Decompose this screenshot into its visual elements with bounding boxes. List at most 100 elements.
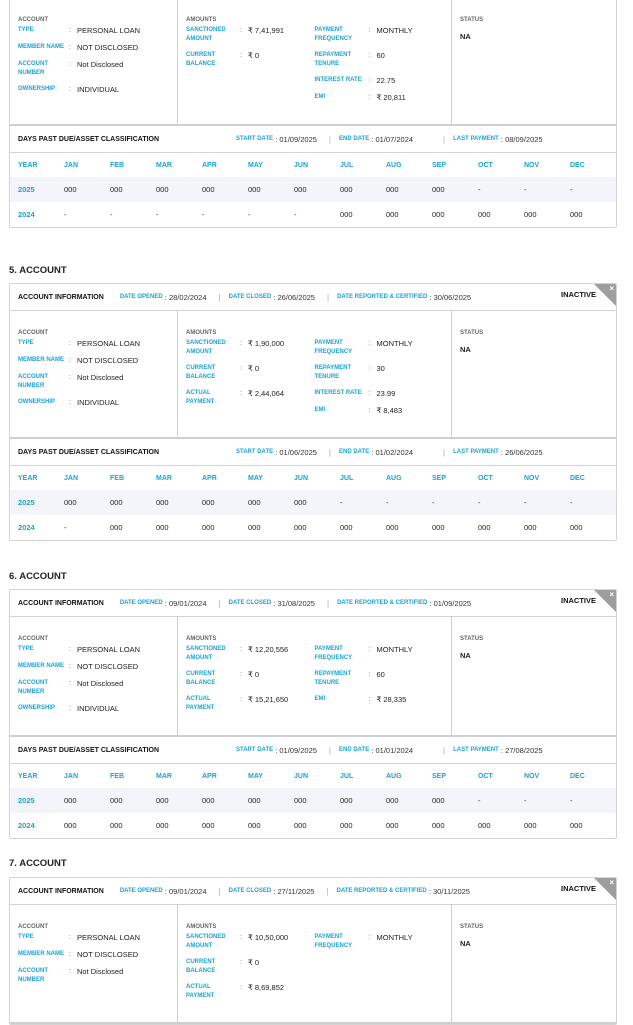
- field-row: PAYMENT FREQUENCY: MONTHLY: [315, 339, 444, 357]
- dpd-cell: 000: [386, 796, 399, 805]
- month-header: YEAR: [18, 474, 38, 482]
- date-closed-value: 31/08/2025: [277, 598, 315, 608]
- dpd-cell: -: [64, 210, 67, 219]
- month-header: MAY: [248, 772, 263, 780]
- dpd-cell: 000: [524, 210, 537, 219]
- dpd-cell: 000: [248, 821, 261, 830]
- field-label: ACTUAL PAYMENT: [186, 696, 215, 711]
- dpd-cell: -: [156, 210, 159, 219]
- field-value: INDIVIDUAL: [77, 85, 120, 94]
- status-badge: INACTIVE: [560, 596, 596, 605]
- corner-ribbon: [594, 284, 616, 306]
- colon: :: [69, 61, 71, 68]
- field-value: PERSONAL LOAN: [77, 339, 141, 348]
- dpd-cell: 000: [432, 796, 445, 805]
- dpd-cell: 000: [340, 821, 353, 830]
- account-card: ACCOUNT INFORMATION DATE OPENED : 09/01/…: [9, 877, 617, 1025]
- colon: :: [368, 27, 371, 34]
- field-row: MEMBER NAME: NOT DISCLOSED: [18, 356, 169, 366]
- amounts-heading: AMOUNTS: [186, 924, 217, 930]
- field-value: MONTHLY: [376, 645, 413, 654]
- field-label: MEMBER NAME: [18, 44, 64, 50]
- field-row: PAYMENT FREQUENCY: MONTHLY: [315, 26, 444, 44]
- dpd-row: 2024 - 000 000 000 000 000 000 000 000 000 000 000: [10, 515, 616, 540]
- month-header: MAY: [248, 474, 263, 482]
- field-value: 30: [376, 364, 385, 373]
- field-row: EMI: ₹ 8,483: [315, 406, 444, 416]
- dpd-cell: 000: [570, 210, 583, 219]
- field-value: ₹ 1,90,000: [248, 339, 285, 348]
- close-icon[interactable]: ×: [609, 878, 614, 887]
- month-header: APR: [202, 772, 217, 780]
- dpd-cell: 000: [64, 796, 77, 805]
- dpd-cell: 000: [202, 498, 215, 507]
- colon: :: [368, 671, 371, 678]
- corner-ribbon: [594, 878, 616, 900]
- dpd-cell: 000: [110, 821, 123, 830]
- field-label: ACCOUNT NUMBER: [18, 374, 48, 389]
- dpd-month-header: YEAR JAN FEB MAR APR MAY JUN JUL AUG SEP OCT NOV DEC: [10, 153, 616, 177]
- dpd-cell: 000: [340, 523, 353, 532]
- dpd-row: 2025 000 000 000 000 000 000 000 000 000 - - -: [10, 177, 616, 202]
- amounts-column: AMOUNTS SANCTIONED AMOUNT: ₹ 12,20,556 CUR…: [178, 617, 452, 735]
- amounts-heading: AMOUNTS: [186, 636, 217, 642]
- dpd-year: 2024: [18, 821, 35, 830]
- date-closed-label: DATE CLOSED: [228, 888, 272, 894]
- dpd-cell: -: [524, 498, 527, 507]
- month-header: JAN: [64, 474, 79, 482]
- close-icon[interactable]: ×: [609, 590, 614, 599]
- account-heading: ACCOUNT: [18, 924, 48, 930]
- end-date-label: END DATE: [339, 449, 370, 455]
- field-label: TYPE: [18, 934, 34, 940]
- dpd-cell: -: [478, 796, 481, 805]
- field-value: ₹ 0: [248, 670, 260, 679]
- month-header: MAR: [156, 161, 172, 169]
- dpd-year: 2025: [18, 498, 35, 507]
- month-header: AUG: [386, 474, 402, 482]
- field-label: SANCTIONED AMOUNT: [186, 934, 226, 949]
- field-row: CURRENT BALANCE: ₹ 0: [186, 51, 315, 69]
- close-icon[interactable]: ×: [609, 284, 614, 293]
- last-payment-label: LAST PAYMENT: [453, 136, 499, 142]
- month-header: DEC: [570, 772, 585, 780]
- month-header: OCT: [478, 474, 493, 482]
- dpd-cell: -: [110, 210, 113, 219]
- account-heading: ACCOUNT: [18, 17, 48, 23]
- date-reported-value: 01/09/2025: [433, 598, 472, 608]
- field-label: SANCTIONED AMOUNT: [186, 340, 226, 355]
- dpd-title: DAYS PAST DUE/ASSET CLASSIFICATION: [18, 135, 160, 143]
- dpd-cell: 000: [156, 821, 169, 830]
- dpd-month-header: YEAR JAN FEB MAR APR MAY JUN JUL AUG SEP OCT NOV DEC: [10, 764, 616, 788]
- amounts-column: AMOUNTS SANCTIONED AMOUNT: ₹ 10,50,000 CUR…: [178, 905, 452, 1022]
- field-row: CURRENT BALANCE: ₹ 0: [186, 670, 315, 688]
- dpd-cell: 000: [524, 523, 537, 532]
- last-payment-label: LAST PAYMENT: [453, 449, 499, 455]
- field-label: TYPE: [18, 27, 34, 33]
- status-column: STATUS NA: [452, 905, 616, 1022]
- field-label: EMI: [314, 407, 326, 413]
- field-label: MEMBER NAME: [18, 663, 64, 669]
- dpd-cell: 000: [478, 210, 491, 219]
- colon: :: [240, 390, 242, 397]
- status-badge: INACTIVE: [560, 290, 596, 299]
- field-row: SANCTIONED AMOUNT: ₹ 1,90,000: [186, 339, 315, 357]
- colon: :: [69, 374, 71, 381]
- field-row: SANCTIONED AMOUNT: ₹ 12,20,556: [186, 645, 315, 663]
- field-value: Not Disclosed: [77, 679, 124, 688]
- month-header: NOV: [524, 772, 540, 780]
- dpd-cell: 000: [432, 821, 445, 830]
- dpd-cell: -: [478, 185, 481, 194]
- field-value: ₹ 28,335: [376, 695, 407, 704]
- month-header: SEP: [432, 161, 447, 169]
- dpd-cell: 000: [156, 796, 169, 805]
- field-label: PAYMENT FREQUENCY: [314, 340, 353, 355]
- start-date-label: START DATE: [236, 747, 274, 753]
- account-details: ACCOUNT TYPE: PERSONAL LOAN MEMBER NAME: NOT…: [10, 0, 616, 126]
- field-label: MEMBER NAME: [18, 951, 64, 957]
- field-row: TYPE: PERSONAL LOAN: [18, 645, 169, 655]
- field-label: PAYMENT FREQUENCY: [314, 27, 353, 42]
- colon: :: [69, 646, 71, 653]
- last-payment-label: LAST PAYMENT: [453, 747, 499, 753]
- colon: :: [240, 934, 242, 941]
- start-date-label: START DATE: [236, 136, 274, 142]
